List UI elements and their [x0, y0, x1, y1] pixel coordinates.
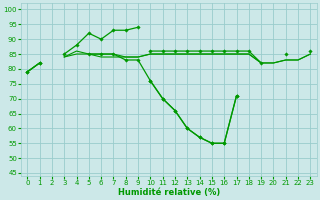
X-axis label: Humidité relative (%): Humidité relative (%): [118, 188, 220, 197]
